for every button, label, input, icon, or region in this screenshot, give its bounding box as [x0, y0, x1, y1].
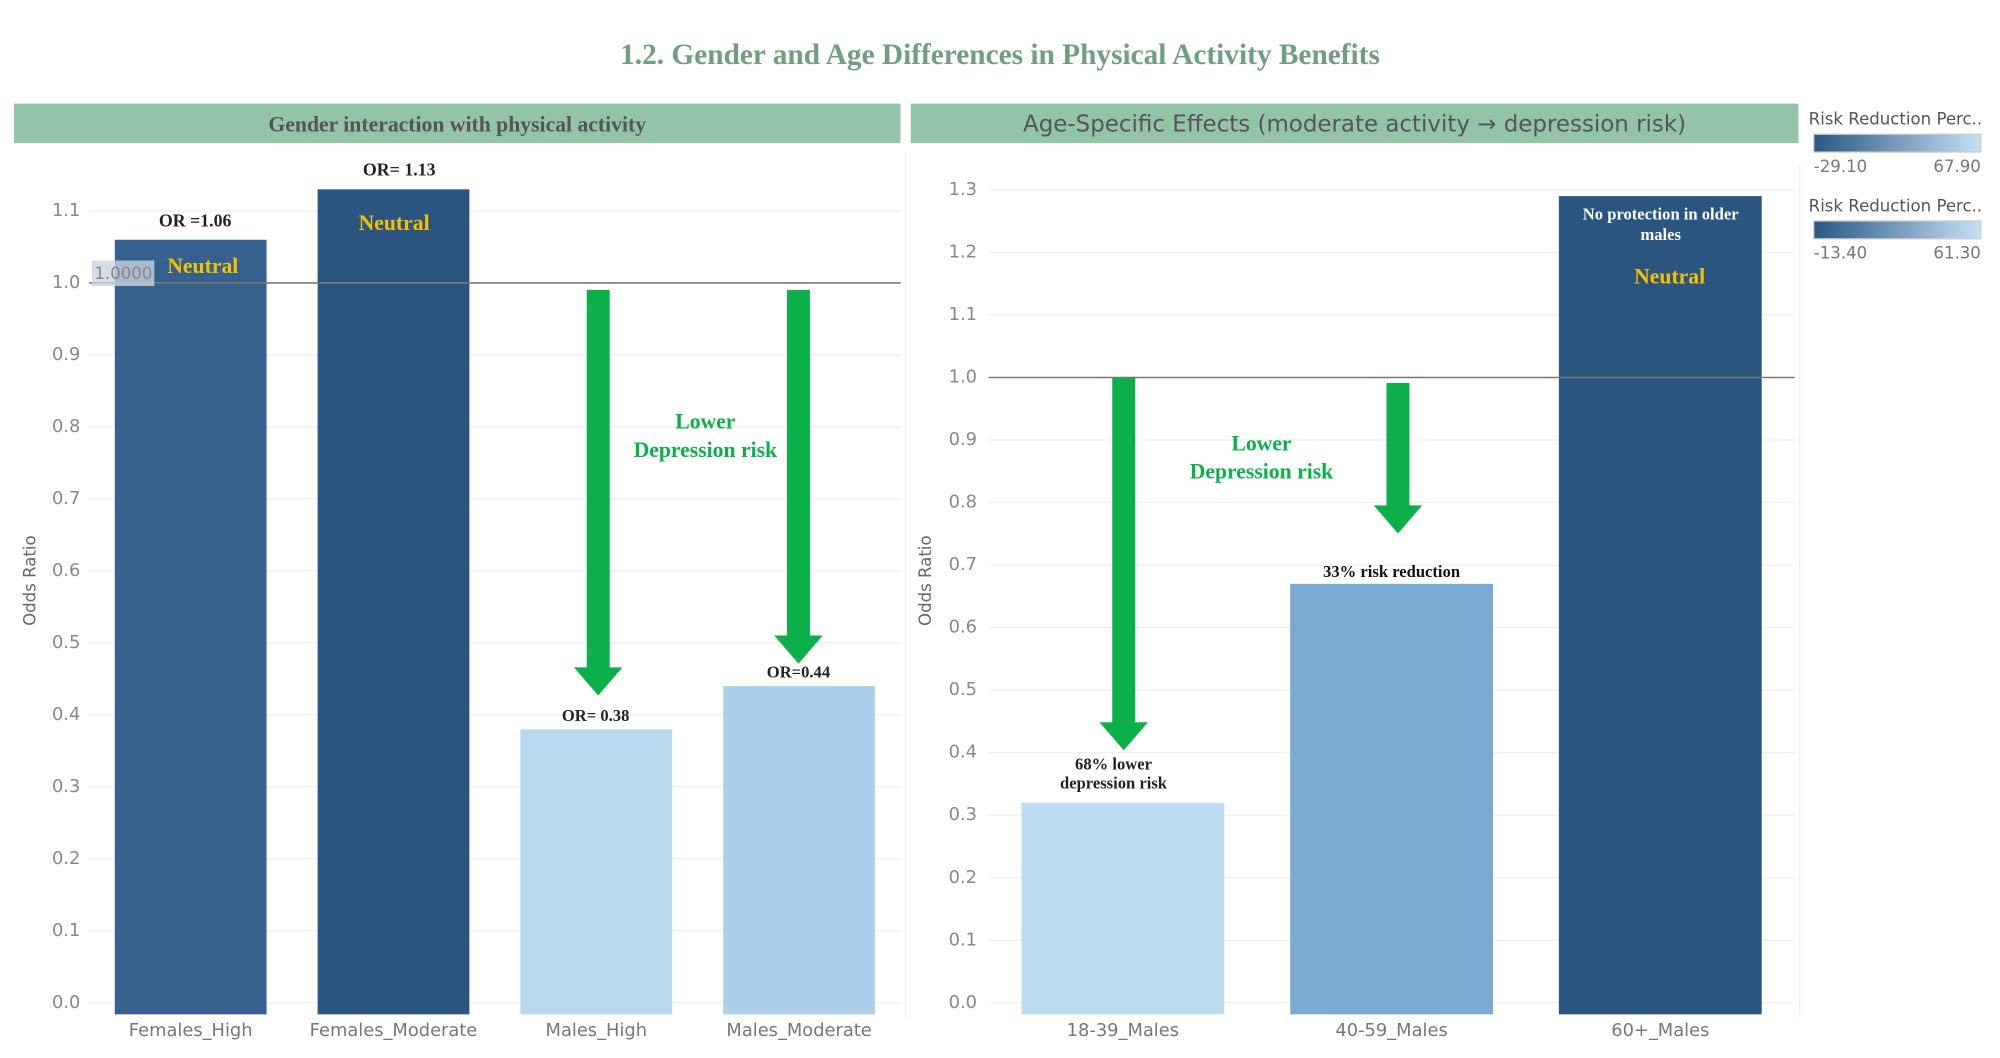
- annotation: Neutral: [167, 254, 238, 278]
- y-axis-label: Odds Ratio: [21, 535, 40, 626]
- y-tick-label: 0.4: [52, 704, 80, 725]
- y-tick-label: 0.6: [949, 617, 977, 638]
- y-tick-label: 0.7: [949, 554, 977, 575]
- y-tick-label: 0.2: [52, 848, 80, 869]
- annotation: OR =1.06: [159, 210, 232, 230]
- x-tick-label: Males_High: [546, 1020, 648, 1041]
- annotation: Neutral: [1634, 264, 1705, 288]
- page-title: 1.2. Gender and Age Differences in Physi…: [620, 39, 1380, 71]
- y-axis-label: Odds Ratio: [916, 535, 935, 626]
- panel-header: [14, 103, 901, 144]
- legend-color-ramp: [1813, 220, 1982, 240]
- annotation: OR= 0.38: [562, 706, 629, 725]
- reference-label-bg: [91, 260, 155, 287]
- annotation: OR=0.44: [767, 663, 830, 682]
- y-tick-label: 0.4: [949, 742, 977, 763]
- reference-label: 1.0000: [94, 264, 152, 283]
- bar: [1021, 802, 1225, 1015]
- y-tick-label: 0.8: [949, 492, 977, 513]
- annotation: 33% risk reduction: [1323, 562, 1460, 581]
- y-tick-label: 0.7: [52, 488, 80, 509]
- x-tick-label: 60+_Males: [1611, 1020, 1709, 1041]
- annotation: Lower: [1231, 431, 1292, 455]
- arrow: [774, 289, 823, 664]
- annotation: Neutral: [359, 211, 430, 235]
- annotation: No protection in older: [1583, 205, 1739, 224]
- annotation: OR= 1.13: [363, 159, 436, 179]
- y-tick-label: 0.5: [52, 632, 80, 653]
- y-tick-label: 1.2: [949, 241, 977, 262]
- x-tick-label: 18-39_Males: [1067, 1020, 1179, 1041]
- arrow: [573, 289, 623, 696]
- y-tick-label: 0.1: [949, 929, 977, 950]
- chart-title: Gender interaction with physical activit…: [268, 113, 646, 137]
- y-tick-label: 0.2: [949, 867, 977, 888]
- chart-panel: Age-Specific Effects (moderate activity …: [910, 103, 1801, 1041]
- y-tick-label: 0.9: [52, 344, 80, 365]
- bar: [317, 189, 470, 1015]
- bar: [723, 686, 875, 1015]
- y-tick-label: 0.3: [949, 804, 977, 825]
- y-tick-label: 0.3: [52, 776, 80, 797]
- chart-title: Age-Specific Effects (moderate activity …: [1023, 112, 1686, 138]
- y-tick-label: 0.9: [949, 429, 977, 450]
- annotation: males: [1640, 225, 1681, 244]
- x-tick-label: Males_Moderate: [726, 1020, 871, 1041]
- bar: [1558, 196, 1762, 1015]
- y-tick-label: 1.0: [52, 272, 80, 293]
- arrow: [1373, 382, 1423, 534]
- annotation: 68% lower: [1075, 754, 1152, 773]
- legend-title: Risk Reduction Perc..: [1809, 196, 1983, 215]
- bar: [1290, 583, 1493, 1015]
- bar: [520, 729, 673, 1015]
- x-tick-label: 40-59_Males: [1335, 1020, 1447, 1041]
- legend-title: Risk Reduction Perc..: [1809, 110, 1983, 129]
- annotation: Lower: [675, 410, 736, 434]
- panel-header: [910, 103, 1799, 144]
- arrow: [1099, 377, 1148, 751]
- y-tick-label: 0.8: [52, 416, 80, 437]
- legend-min: -13.40: [1814, 244, 1867, 263]
- y-tick-label: 1.1: [949, 304, 977, 325]
- legend-max: 67.90: [1933, 157, 1980, 176]
- y-tick-label: 0.1: [52, 920, 80, 941]
- chart-panel: Gender interaction with physical activit…: [14, 103, 907, 1041]
- annotation: Depression risk: [1190, 459, 1334, 483]
- y-tick-label: 0.0: [949, 992, 977, 1013]
- y-tick-label: 0.5: [949, 679, 977, 700]
- y-tick-label: 1.1: [52, 200, 80, 221]
- y-tick-label: 1.3: [949, 179, 977, 200]
- y-tick-label: 1.0: [949, 366, 977, 387]
- y-tick-label: 0.0: [52, 992, 80, 1013]
- annotation: Depression risk: [634, 438, 778, 462]
- x-tick-label: Females_Moderate: [310, 1020, 478, 1041]
- annotation: depression risk: [1060, 774, 1168, 793]
- x-tick-label: Females_High: [129, 1020, 253, 1041]
- legend-max: 61.30: [1933, 244, 1980, 263]
- y-tick-label: 0.6: [52, 560, 80, 581]
- bar: [114, 239, 267, 1015]
- legend-min: -29.10: [1814, 157, 1867, 176]
- legend-color-ramp: [1813, 133, 1982, 153]
